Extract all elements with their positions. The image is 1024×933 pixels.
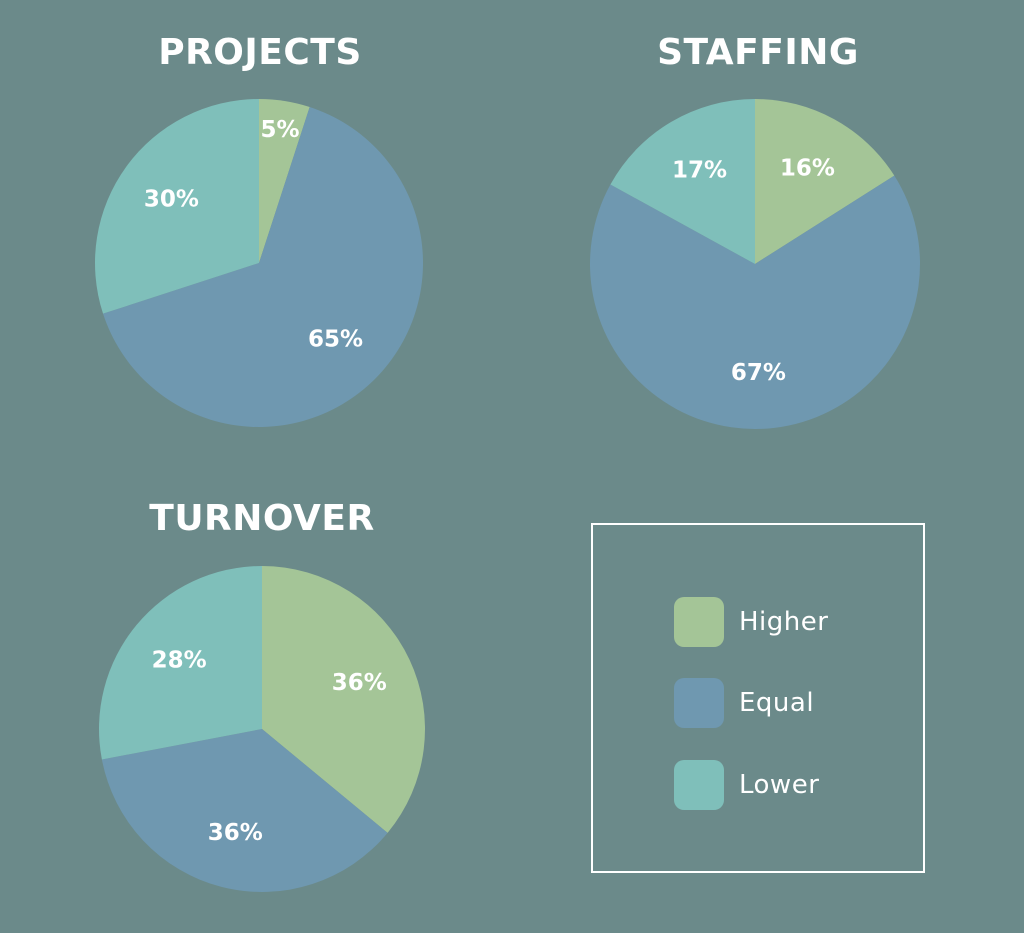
slice-label-turnover-lower: 28% — [152, 647, 207, 673]
slice-label-staffing-equal: 67% — [731, 360, 786, 386]
chart-title-projects: PROJECTS — [158, 32, 362, 73]
legend-item-equal: Equal — [674, 677, 814, 729]
pie-slice-projects-higher — [259, 99, 310, 263]
legend-swatch-lower — [674, 760, 724, 810]
pie-slice-turnover-lower — [98, 566, 262, 760]
slice-label-turnover-higher: 36% — [332, 670, 387, 696]
slice-label-projects-lower: 30% — [144, 186, 199, 212]
slice-label-staffing-higher: 16% — [780, 156, 835, 182]
slice-label-projects-equal: 65% — [308, 327, 363, 353]
slice-label-staffing-lower: 17% — [672, 157, 727, 183]
pie-slice-staffing-lower — [610, 99, 755, 264]
legend-label-higher: Higher — [739, 607, 829, 637]
slice-label-turnover-equal: 36% — [208, 820, 263, 846]
legend-label-lower: Lower — [739, 770, 820, 800]
pie-slice-turnover-higher — [262, 566, 425, 833]
legend-swatch-equal — [674, 678, 724, 728]
legend-item-higher: Higher — [674, 596, 828, 648]
pie-slice-turnover-equal — [101, 729, 388, 892]
chart-title-turnover: TURNOVER — [149, 498, 375, 539]
legend-item-lower: Lower — [674, 759, 819, 811]
legend-box: Higher Equal Lower — [591, 523, 925, 873]
pie-slice-projects-equal — [103, 107, 424, 428]
pie-slice-staffing-equal — [590, 175, 920, 429]
pie-chart-staffing: 16% 67% 17% — [590, 99, 920, 429]
legend-label-equal: Equal — [739, 688, 815, 718]
chart-title-staffing: STAFFING — [657, 32, 859, 73]
legend-swatch-higher — [674, 597, 724, 647]
pie-chart-projects: 5% 65% 30% — [94, 99, 424, 428]
pie-slice-projects-lower — [94, 99, 259, 314]
pie-slice-staffing-higher — [755, 99, 895, 264]
pie-chart-turnover: 36% 36% 28% — [98, 566, 425, 892]
slice-label-projects-higher: 5% — [261, 117, 300, 143]
